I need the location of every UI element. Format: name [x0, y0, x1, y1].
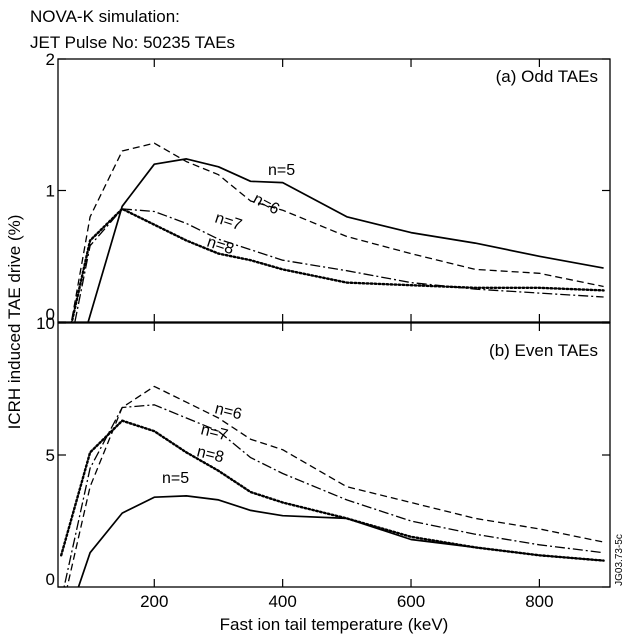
series-line-n5 — [87, 158, 604, 322]
series-line-n7 — [63, 404, 604, 587]
y-tick-label: 10 — [36, 314, 55, 333]
series-line-n8 — [60, 419, 605, 562]
y-tick-label: 5 — [46, 446, 55, 465]
y-axis-label: ICRH induced TAE drive (%) — [5, 215, 24, 430]
series-line-n5 — [77, 495, 604, 587]
panel-b: 200 400 600 800 0 5 10 n=5 n=6n=7n=8 — [36, 314, 610, 611]
panel-a-frame — [57, 58, 611, 323]
y-tick-label: 1 — [46, 182, 55, 201]
series-label-n7: n=7 — [213, 210, 244, 235]
series-line-n6 — [66, 385, 604, 587]
series-label-n8: n=8 — [205, 234, 236, 259]
series-label-n7: n=7 — [199, 421, 230, 444]
y-tick-label: 2 — [46, 50, 55, 69]
y-tick-label: 0 — [46, 570, 55, 589]
series-group — [60, 385, 605, 587]
x-tick-label: 600 — [397, 592, 425, 611]
panel-a-title: (a) Odd TAEs — [496, 67, 598, 86]
panel-b-frame — [57, 322, 611, 588]
x-tick-label: 400 — [268, 592, 296, 611]
series-label-n5: n=5 — [162, 470, 189, 487]
series-line-n6 — [70, 142, 604, 322]
series-label-n6: n=6 — [250, 191, 282, 219]
series-line-n8 — [70, 207, 605, 322]
series-label-n6: n=6 — [213, 400, 244, 423]
chart-title-line1: NOVA-K simulation: — [30, 7, 180, 26]
series-label-n8: n=8 — [195, 443, 226, 466]
x-tick-label: 200 — [140, 592, 168, 611]
chart-title-line2: JET Pulse No: 50235 TAEs — [30, 33, 235, 52]
series-label-n5: n=5 — [268, 162, 295, 179]
x-tick-label: 800 — [525, 592, 553, 611]
figure-code: JG03.73-5c — [614, 534, 625, 586]
series-group — [70, 142, 605, 322]
panel-b-title: (b) Even TAEs — [489, 341, 598, 360]
x-axis-label: Fast ion tail temperature (keV) — [220, 615, 449, 634]
y-tick-label: 0 — [46, 305, 55, 324]
